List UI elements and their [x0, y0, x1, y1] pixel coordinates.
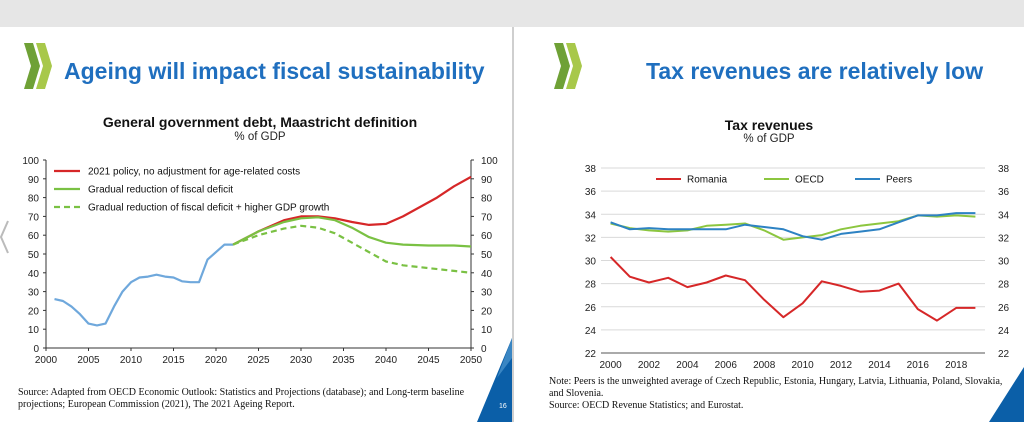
y-tick-label: 36 [585, 187, 597, 198]
chart-title: Tax revenues [724, 117, 814, 133]
series-line [232, 216, 472, 248]
y-tick-label-right: 38 [998, 164, 1010, 175]
y-tick-label: 26 [585, 303, 597, 314]
legend-label: Peers [886, 175, 912, 186]
y-tick-label: 10 [28, 325, 40, 336]
y-tick-label: 80 [28, 194, 40, 205]
chart-subtitle: % of GDP [743, 133, 795, 145]
y-tick-label: 0 [33, 344, 39, 355]
y-tick-label-right: 50 [481, 250, 493, 261]
x-tick-label: 2002 [638, 360, 661, 371]
corner-decoration [477, 338, 512, 422]
y-tick-label-right: 0 [481, 344, 487, 355]
y-tick-label: 38 [585, 164, 597, 175]
oecd-chevron-logo-icon [24, 43, 52, 89]
y-tick-label-right: 40 [481, 269, 493, 280]
chart-title: General government debt, Maastricht defi… [102, 114, 418, 130]
legend-label: OECD [795, 175, 824, 186]
x-tick-label: 2015 [162, 355, 185, 366]
y-tick-label-right: 36 [998, 187, 1010, 198]
y-tick-label-right: 20 [481, 306, 493, 317]
page-number: 16 [499, 403, 507, 410]
right-slide: Tax revenues are relatively low Tax reve… [514, 27, 1024, 422]
series-line [232, 224, 472, 274]
x-tick-label: 2012 [830, 360, 853, 371]
y-tick-label: 22 [585, 349, 597, 360]
y-tick-label-right: 34 [998, 210, 1010, 221]
legend-label: Gradual reduction of fiscal deficit + hi… [88, 203, 329, 214]
y-tick-label-right: 24 [998, 326, 1010, 337]
y-tick-label-right: 26 [998, 303, 1010, 314]
y-tick-label-right: 32 [998, 233, 1010, 244]
footnote: Note: Peers is the unweighted average of… [549, 376, 1014, 412]
y-tick-label: 30 [28, 288, 40, 299]
series-line [610, 214, 976, 241]
y-tick-label-right: 30 [998, 257, 1010, 268]
y-tick-label: 60 [28, 231, 40, 242]
x-tick-label: 2030 [290, 355, 313, 366]
y-tick-label-right: 80 [481, 194, 493, 205]
x-tick-label: 2045 [417, 355, 440, 366]
x-tick-label: 2008 [753, 360, 776, 371]
x-tick-label: 2035 [332, 355, 355, 366]
peers-note: Note: Peers is the unweighted average of… [549, 376, 1003, 399]
x-tick-label: 2010 [120, 355, 143, 366]
previous-slide-chevron-icon[interactable] [0, 217, 12, 257]
y-tick-label: 32 [585, 233, 597, 244]
y-tick-label: 28 [585, 280, 597, 291]
x-tick-label: 2040 [375, 355, 398, 366]
y-tick-label-right: 10 [481, 325, 493, 336]
series-line [609, 256, 976, 322]
series-line [232, 175, 472, 246]
x-tick-label: 2000 [35, 355, 58, 366]
x-tick-label: 2020 [205, 355, 228, 366]
y-tick-label-right: 22 [998, 349, 1010, 360]
slide-title: Ageing will impact fiscal sustainability [64, 58, 485, 84]
source-note: Source: OECD Revenue Statistics; and Eur… [549, 400, 744, 411]
oecd-chevron-logo-icon [554, 43, 582, 89]
series-line [610, 212, 976, 241]
legend-label: Gradual reduction of fiscal deficit [88, 185, 233, 196]
y-tick-label-right: 28 [998, 280, 1010, 291]
legend-label: 2021 policy, no adjustment for age-relat… [88, 167, 300, 178]
chart-subtitle: % of GDP [234, 131, 286, 143]
corner-decoration [989, 367, 1024, 422]
top-bar [0, 0, 1024, 27]
slide-title: Tax revenues are relatively low [646, 58, 984, 84]
left-slide: Ageing will impact fiscal sustainability… [0, 27, 512, 422]
x-tick-label: 2005 [77, 355, 100, 366]
y-tick-label: 34 [585, 210, 597, 221]
y-tick-label: 70 [28, 212, 40, 223]
x-tick-label: 2025 [247, 355, 270, 366]
y-tick-label-right: 30 [481, 288, 493, 299]
series-line [54, 243, 233, 327]
y-tick-label: 24 [585, 326, 597, 337]
x-tick-label: 2050 [460, 355, 483, 366]
y-tick-label: 90 [28, 175, 40, 186]
x-tick-label: 2016 [907, 360, 930, 371]
y-tick-label: 20 [28, 306, 40, 317]
y-tick-label: 50 [28, 250, 40, 261]
panel-divider [512, 27, 514, 422]
y-tick-label: 40 [28, 269, 40, 280]
y-tick-label-right: 100 [481, 156, 498, 167]
y-tick-label-right: 70 [481, 212, 493, 223]
y-tick-label: 30 [585, 257, 597, 268]
x-tick-label: 2004 [676, 360, 699, 371]
x-tick-label: 2018 [945, 360, 968, 371]
y-tick-label: 100 [22, 156, 39, 167]
legend-label: Romania [687, 175, 727, 186]
x-tick-label: 2014 [868, 360, 891, 371]
x-tick-label: 2010 [791, 360, 814, 371]
x-tick-label: 2000 [599, 360, 622, 371]
y-tick-label-right: 90 [481, 175, 493, 186]
x-tick-label: 2006 [715, 360, 738, 371]
tax-revenue-line-chart: 22 22 24 24 26 26 28 28 30 30 32 32 34 34 36 36 38 38 2000… [585, 164, 1010, 371]
y-tick-label-right: 60 [481, 231, 493, 242]
source-note: Source: Adapted from OECD Economic Outlo… [18, 387, 465, 410]
